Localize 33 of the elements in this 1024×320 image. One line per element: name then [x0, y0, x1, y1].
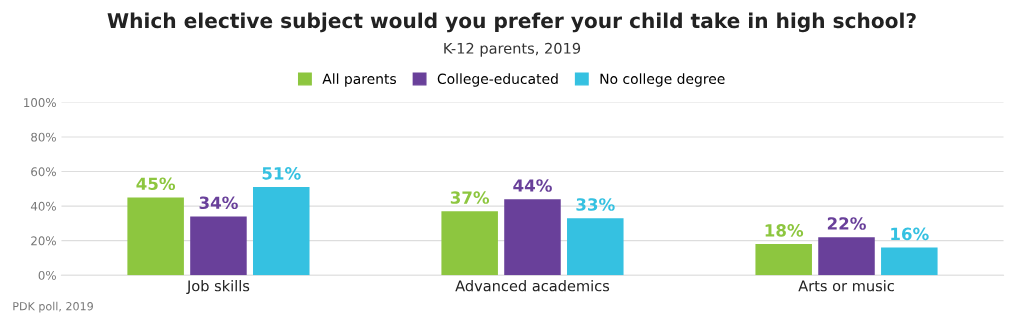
bar [441, 211, 498, 276]
y-tick-label: 80% [31, 132, 56, 142]
x-tick-label: Job skills [186, 280, 250, 295]
y-tick-label: 100% [24, 98, 56, 108]
legend-label: College-educated [437, 73, 558, 87]
data-label: 44% [513, 179, 552, 192]
y-tick-label: 60% [31, 167, 56, 177]
data-label: 16% [891, 227, 929, 241]
data-label: 51% [262, 167, 301, 180]
data-label: 45% [136, 177, 176, 191]
y-tick-label: 20% [31, 236, 56, 246]
bar [253, 187, 310, 276]
data-label: 34% [199, 196, 238, 210]
data-label: 18% [765, 224, 804, 237]
bar [755, 244, 812, 276]
y-tick-label: 40% [30, 201, 56, 211]
data-label: 22% [827, 217, 866, 230]
x-tick-label: Arts or music [798, 280, 894, 292]
legend-label: All parents [322, 73, 396, 87]
bar [190, 216, 247, 276]
bar [567, 218, 624, 276]
y-tick-label: 0% [38, 270, 56, 280]
legend-label: No college degree [600, 73, 725, 87]
x-tick-label: Advanced academics [455, 280, 610, 292]
data-label: 37% [450, 191, 490, 204]
bar [504, 199, 561, 276]
bar [818, 237, 875, 276]
bar [881, 247, 938, 276]
text: PDK poll, 2019 [13, 301, 93, 313]
data-label: 33% [576, 198, 615, 211]
chart-title: Which elective subject would you prefer your child take in high school? [107, 12, 916, 33]
bar [127, 197, 184, 276]
chart-subtitle: K-12 parents, 2019 [444, 42, 581, 57]
